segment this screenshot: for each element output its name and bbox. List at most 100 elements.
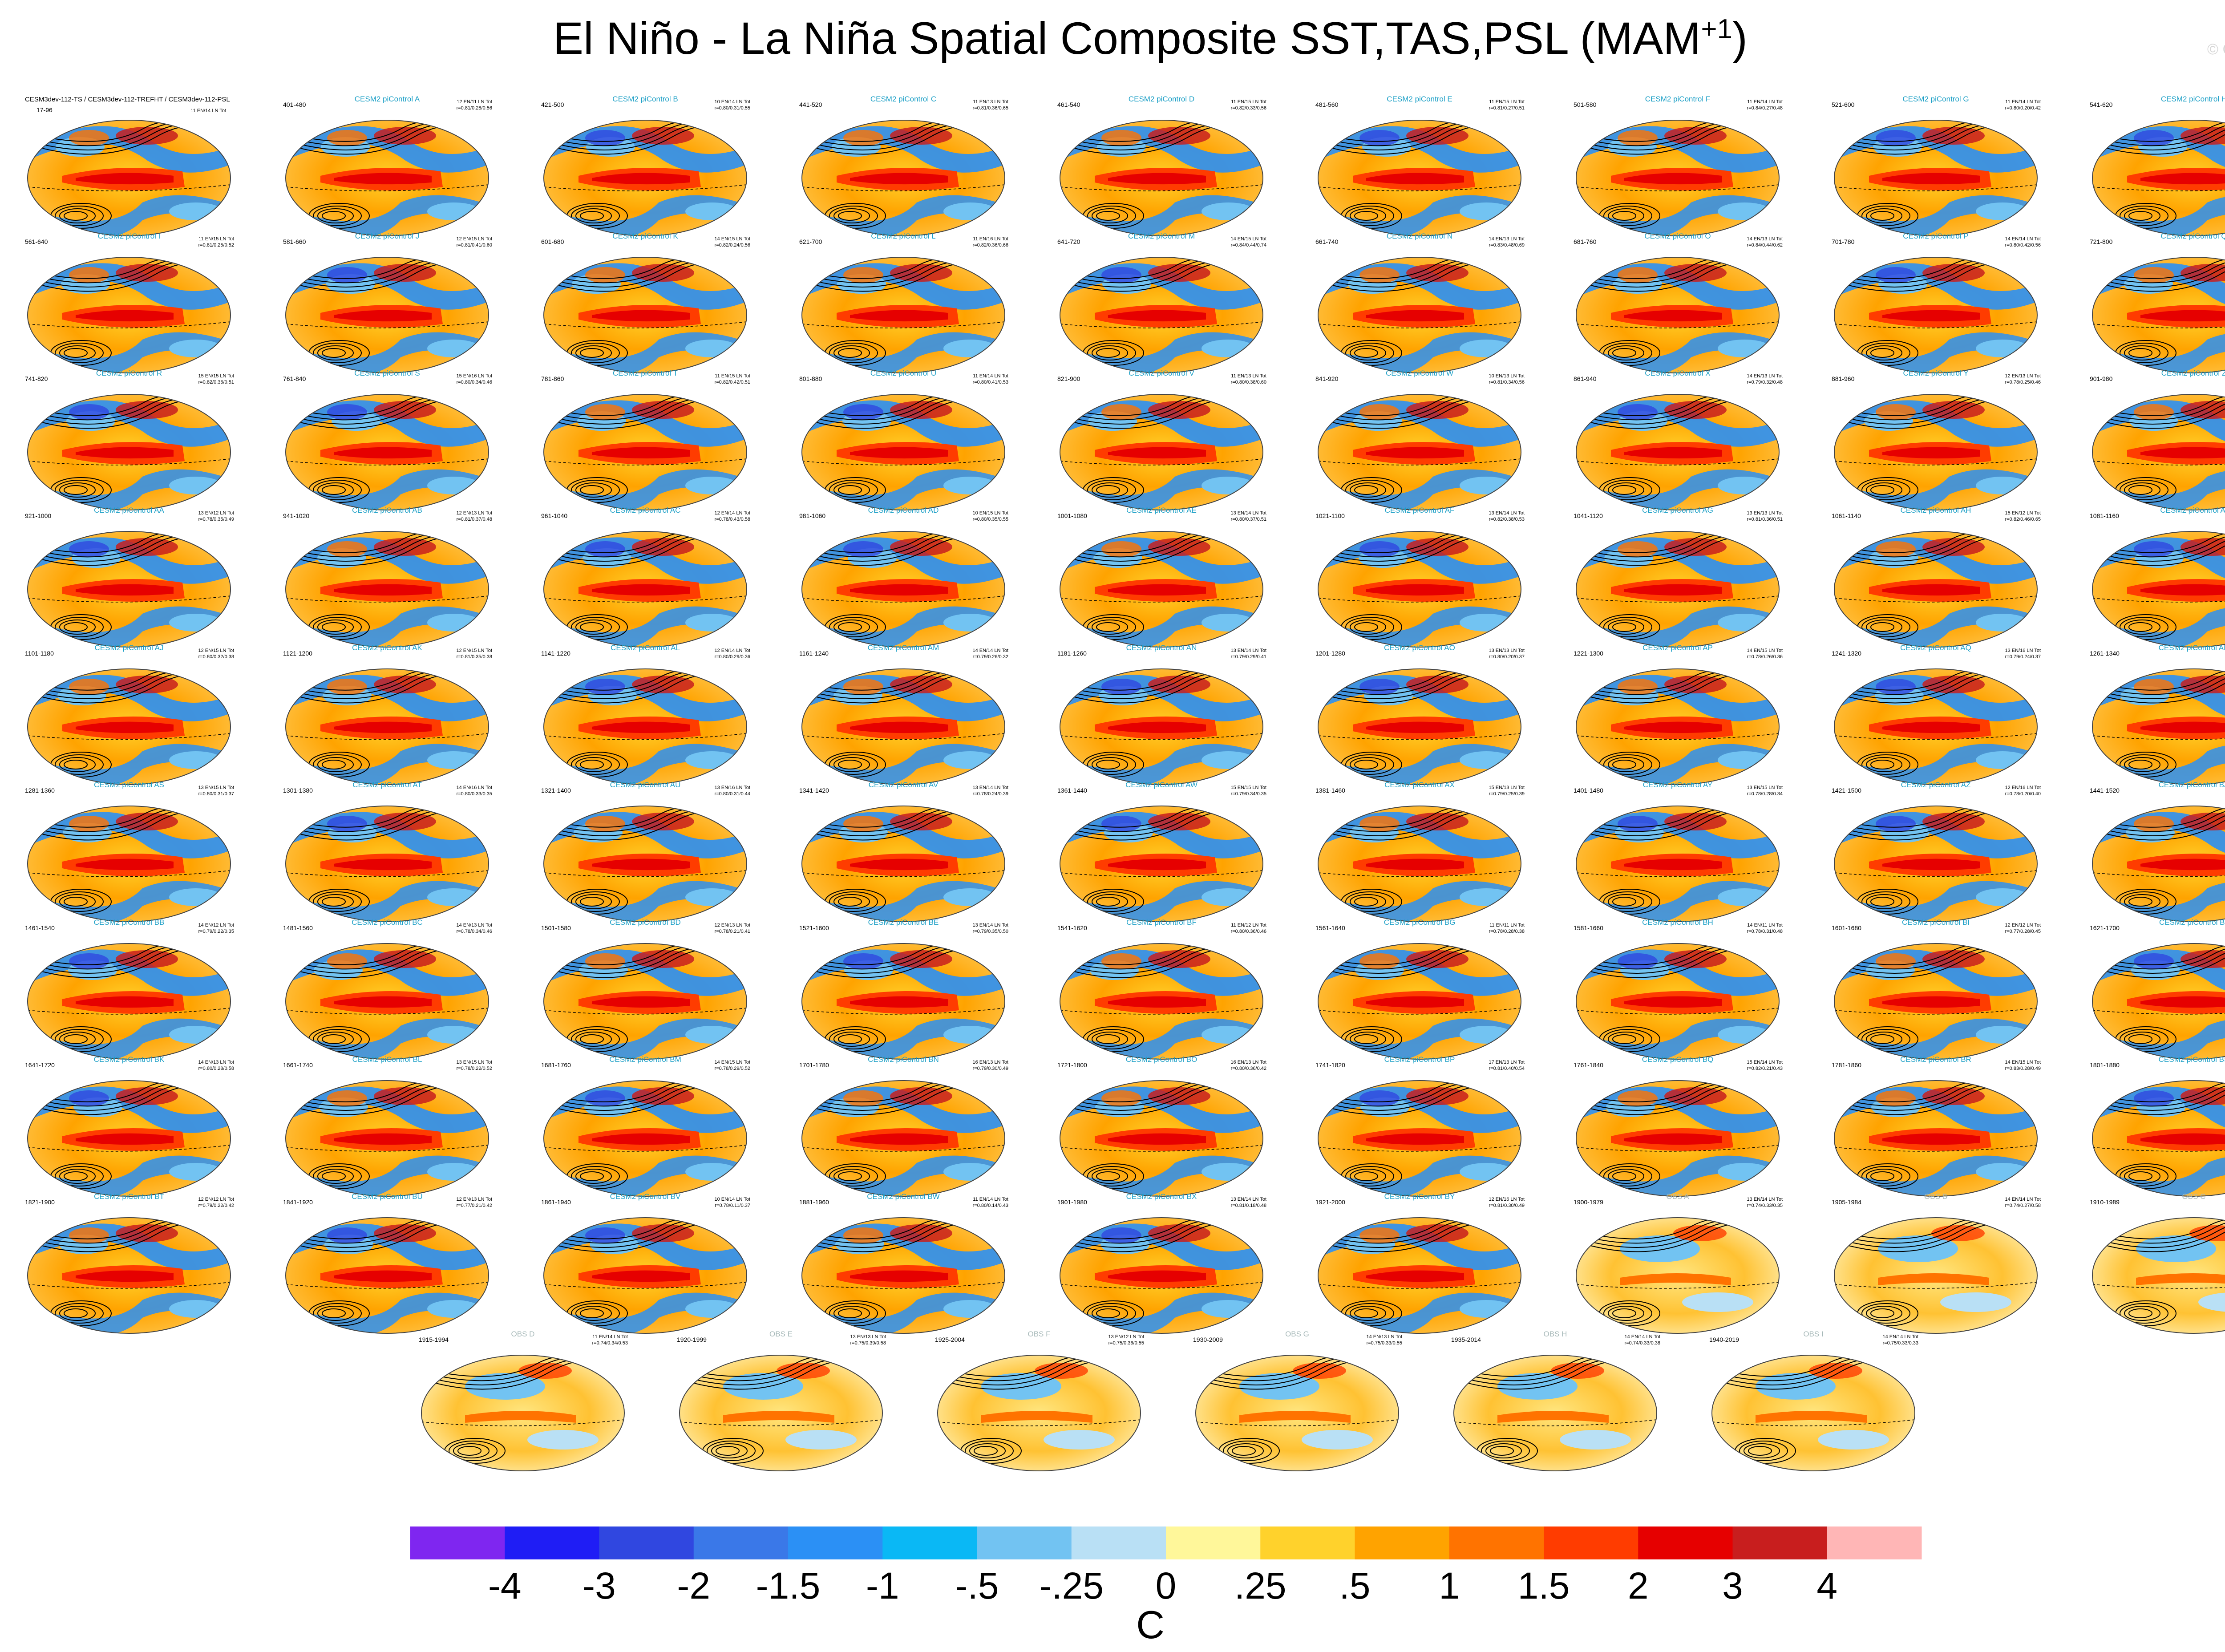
model-map-panel: CESM2 piControl R 741-820 15 EN/15 LN Totr… (25, 369, 234, 510)
model-map-panel: CESM2 piControl BG 1561-1640 11 EN/11 LN T… (1315, 918, 1525, 1060)
psl-contour (457, 1446, 481, 1456)
colorbar-swatch (1638, 1526, 1733, 1559)
warm-tongue-core (1882, 1133, 1980, 1145)
model-map-panel: CESM2 piControl B 421-500 10 EN/14 LN Totr… (541, 95, 750, 236)
arctic-warm-patch (1406, 538, 1468, 556)
panel-stats: 14 EN/13 LN Tot (198, 1060, 234, 1065)
panel-title: CESM2 piControl H (2161, 95, 2225, 103)
highlat-anomaly (69, 404, 109, 420)
psl-contour (1861, 343, 1910, 363)
panel-stats-correlation: r=0.80/0.36/0.46 (1231, 929, 1266, 934)
highlat-anomaly (843, 679, 883, 695)
panel-title: CESM2 piControl V (1129, 369, 1194, 377)
panel-title: CESM3dev-112-TS / CESM3dev-112-TREFHT / … (25, 96, 230, 103)
highlat-anomaly (1101, 267, 1141, 283)
psl-contour (59, 1169, 96, 1184)
panel-stats: 14 EN/13 LN Tot (1489, 236, 1525, 242)
map-outline (285, 120, 489, 236)
psl-contour (1608, 1032, 1644, 1047)
panel-years: 1141-1220 (541, 650, 570, 657)
panel-years: 1900-1979 (1574, 1199, 1603, 1206)
psl-contour (1608, 757, 1644, 772)
warm-tongue-core (850, 858, 948, 871)
panel-years: 1181-1260 (1057, 650, 1087, 657)
psl-contour (1612, 211, 1636, 221)
psl-contour (575, 345, 612, 360)
psl-contour (313, 1166, 362, 1186)
panel-years: 1681-1760 (541, 1061, 571, 1069)
panel-years: 1940-2019 (1709, 1336, 1739, 1343)
psl-contour (2128, 622, 2152, 632)
model-map-panel: CESM2 piControl K 601-680 14 EN/15 LN Totr… (541, 232, 750, 373)
panel-title: CESM2 piControl Q (2160, 232, 2225, 240)
psl-contour (1350, 345, 1386, 360)
panel-stats-correlation: r=0.78/0.31/0.48 (1747, 929, 1783, 934)
panel-title: CESM2 piControl BH (1642, 918, 1713, 927)
highlat-anomaly (585, 541, 625, 557)
map-outline (801, 257, 1005, 373)
map-outline (27, 531, 231, 648)
highlat-anomaly (2134, 1090, 2174, 1106)
panel-stats-correlation: r=0.81/0.41/0.60 (457, 243, 492, 248)
map-outline (1060, 806, 1263, 922)
arctic-warm-patch (374, 676, 436, 693)
map-outline (543, 1217, 747, 1334)
psl-contour (1612, 348, 1636, 358)
model-map-panel: CESM2 piControl AB 941-1020 12 EN/13 LN To… (283, 506, 492, 648)
map-field (1318, 120, 1521, 236)
panel-stats-correlation: r=0.79/0.22/0.35 (198, 929, 234, 934)
arctic-warm-patch (632, 1224, 694, 1242)
panel-years: 1301-1380 (283, 787, 313, 794)
psl-contour (313, 1029, 362, 1049)
colorbar-swatch (599, 1526, 694, 1559)
model-map-panel: CESM2 piControl BX 1901-1980 13 EN/14 LN T… (1057, 1192, 1266, 1334)
panel-stats: 13 EN/14 LN Tot (1230, 648, 1266, 653)
psl-contour (2092, 261, 2225, 293)
warm-tongue (1239, 1411, 1351, 1423)
panel-years: 541-620 (2090, 101, 2113, 108)
map-outline (543, 531, 747, 648)
psl-contour (59, 1306, 96, 1321)
warm-tongue-core (76, 996, 174, 1008)
panel-title: CESM2 piControl E (1387, 95, 1452, 103)
psl-contour (313, 480, 362, 500)
psl-contour (317, 1169, 354, 1184)
highlat-anomaly (1618, 1090, 1658, 1106)
map-field (544, 531, 747, 647)
model-map-panel: CESM2 piControl BK 1641-1720 14 EN/13 LN T… (25, 1055, 234, 1197)
psl-contour (575, 757, 612, 772)
warm-tongue-core (592, 310, 690, 322)
panel-title: CESM2 piControl K (612, 232, 678, 240)
psl-contour (1861, 1303, 1910, 1324)
psl-contour (833, 620, 870, 635)
psl-contour (2092, 947, 2225, 980)
map-outline (1576, 806, 1780, 922)
panel-stats: 13 EN/16 LN Tot (714, 785, 750, 790)
psl-contour (2124, 620, 2160, 635)
panel-stats-correlation: r=0.75/0.39/0.58 (850, 1340, 886, 1346)
model-map-panel: CESM2 piControl BE 1521-1600 13 EN/14 LN T… (799, 918, 1008, 1060)
panel-stats-correlation: r=0.80/0.33/0.35 (457, 791, 492, 797)
panel-years: 1721-1800 (1057, 1061, 1087, 1069)
panel-stats-correlation: r=0.78/0.35/0.49 (198, 517, 234, 522)
map-field (1712, 1355, 1915, 1471)
arctic-warm-patch (1406, 950, 1468, 968)
map-outline (27, 668, 231, 785)
psl-contour (2092, 811, 2225, 846)
map-field (1576, 120, 1779, 236)
warm-tongue-core (1366, 1270, 1464, 1282)
psl-contour (838, 1171, 862, 1181)
model-map-panel: CESM2 piControl M 641-720 14 EN/15 LN Totr… (1057, 232, 1266, 373)
panel-years: 601-680 (541, 238, 564, 245)
panel-stats-correlation: r=0.78/0.22/0.52 (457, 1066, 492, 1071)
arctic-warm-patch (1664, 813, 1727, 830)
panel-stats: 13 EN/12 LN Tot (198, 510, 234, 516)
map-outline (679, 1355, 883, 1471)
panel-years: 1641-1720 (25, 1061, 55, 1069)
colorbar-tick-label: 1 (1439, 1565, 1460, 1607)
panel-title: CESM2 piControl AH (1901, 506, 1971, 514)
warm-tongue-core (850, 996, 948, 1008)
colorbar-swatch (1355, 1526, 1450, 1559)
highlat-anomaly (1359, 267, 1400, 283)
warm-tongue-core (850, 1270, 948, 1282)
